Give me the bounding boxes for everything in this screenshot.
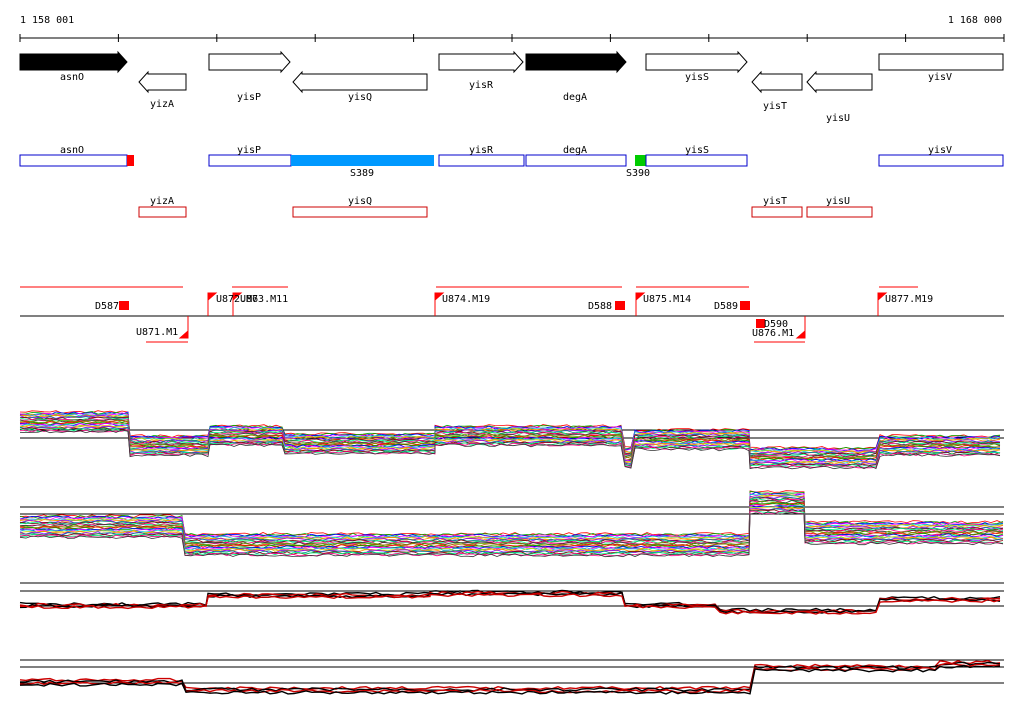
gene-arrow-yisS[interactable] xyxy=(645,50,748,74)
profile-line xyxy=(20,593,1001,615)
profile-line xyxy=(19,490,1004,536)
feature-label-U877: U877.M19 xyxy=(885,294,933,305)
box-label-yisR: yisR xyxy=(469,145,494,156)
profile-line xyxy=(19,417,1001,458)
terminator-marker xyxy=(756,319,765,328)
gene-label-yisQ: yisQ xyxy=(348,92,372,103)
gene-label-yisV: yisV xyxy=(928,72,952,83)
promoter-flag-reverse xyxy=(795,316,806,339)
profile-line xyxy=(19,423,1001,463)
forward-box-yisR xyxy=(438,154,525,167)
gene-arrow-yisQ[interactable] xyxy=(292,70,428,94)
expression-profile-forward-all xyxy=(19,410,1004,470)
expression-profile-reverse-all xyxy=(19,490,1004,558)
profile-line xyxy=(19,415,1001,455)
box-label-degA: degA xyxy=(563,145,587,156)
terminator-marker xyxy=(615,301,625,310)
promoter-flag xyxy=(877,292,888,316)
feature-label-D589: D589 xyxy=(714,301,738,312)
reverse-box-yizA xyxy=(138,206,187,218)
reverse-box-yisQ xyxy=(292,206,428,218)
gene-arrow-asnO[interactable] xyxy=(19,50,128,74)
profile-line xyxy=(19,425,1001,465)
box-label-yisP: yisP xyxy=(237,145,261,156)
rbox-label-yizA: yizA xyxy=(150,196,174,207)
terminator-marker xyxy=(119,301,129,310)
profile-line xyxy=(19,590,1001,614)
promoter-flag xyxy=(635,292,646,316)
rbox-label-yisT: yisT xyxy=(763,196,787,207)
forward-box-yisV xyxy=(878,154,1004,167)
feature-label-D588: D588 xyxy=(588,301,612,312)
forward-box-degA xyxy=(525,154,627,167)
profile-line xyxy=(19,506,1003,552)
feature-label-U872: U872.M6 xyxy=(216,294,258,305)
gene-arrow-yizA[interactable] xyxy=(138,70,187,94)
marker-red-square xyxy=(127,155,134,166)
feature-label-U873: U873.M11 xyxy=(240,294,288,305)
feature-label-U874: U874.M19 xyxy=(442,294,490,305)
gene-arrow-labels: asnO yizA yisP yisQ yisR degA yisS yisT … xyxy=(60,72,952,124)
reverse-box-yisT xyxy=(751,206,803,218)
expression-profile-reverse-summary xyxy=(19,659,1004,695)
forward-gene-boxes: asnO yisP yisR degA yisS yisV S389 S390 xyxy=(19,145,1004,179)
feature-label-D590: D590 xyxy=(764,319,788,330)
box-label-yisS: yisS xyxy=(685,145,709,156)
rbox-label-yisU: yisU xyxy=(826,196,850,207)
ruler-start-label: 1 158 001 xyxy=(20,15,74,26)
position-ruler: 1 158 001 1 168 000 xyxy=(19,15,1005,42)
segment-label-S389: S389 xyxy=(350,168,374,179)
gene-label-yisP: yisP xyxy=(237,92,261,103)
box-label-yisV: yisV xyxy=(928,145,952,156)
profile-line xyxy=(19,659,1001,691)
gene-arrow-track xyxy=(19,50,1004,94)
gene-label-yisR: yisR xyxy=(469,80,494,91)
promoter-flag xyxy=(434,292,445,316)
terminator-marker xyxy=(740,301,750,310)
forward-box-asnO xyxy=(19,154,128,167)
feature-label-U875: U875.M14 xyxy=(643,294,691,305)
gene-arrow-yisT[interactable] xyxy=(751,70,803,94)
promoter-flag-reverse xyxy=(178,316,189,339)
forward-box-yisS xyxy=(645,154,748,167)
reverse-box-yisU xyxy=(806,206,873,218)
gene-arrow-degA[interactable] xyxy=(525,50,627,74)
box-label-asnO: asnO xyxy=(60,145,84,156)
feature-label-U876: U876.M1 xyxy=(752,328,794,339)
feature-label-U871: U871.M1 xyxy=(136,327,178,338)
segment-S390-marker xyxy=(635,155,646,166)
reverse-gene-boxes: yizA yisQ yisT yisU xyxy=(138,196,873,218)
gene-arrow-yisU[interactable] xyxy=(806,70,873,94)
gene-arrow-yisR[interactable] xyxy=(438,50,524,74)
segment-label-S390: S390 xyxy=(626,168,650,179)
gene-label-yisU: yisU xyxy=(826,113,850,124)
promoter-flag xyxy=(207,292,218,316)
gene-label-yizA: yizA xyxy=(150,99,174,110)
gene-arrow-yisP[interactable] xyxy=(208,50,291,74)
forward-box-yisP xyxy=(208,154,292,167)
profile-line xyxy=(19,511,1004,558)
ruler-ticks xyxy=(19,34,1005,42)
profile-line xyxy=(19,661,1001,692)
profile-line xyxy=(19,664,1001,695)
promoter-flag xyxy=(232,292,243,316)
profile-line xyxy=(19,429,1001,470)
gene-label-yisS: yisS xyxy=(685,72,709,83)
gene-label-asnO: asnO xyxy=(60,72,84,83)
expression-profile-forward-summary xyxy=(19,582,1004,615)
gene-label-degA: degA xyxy=(563,92,587,103)
segment-S389-bar xyxy=(291,155,434,166)
gene-arrow-yisV[interactable] xyxy=(878,53,1004,71)
feature-track: D587 U872.M6 U873.M11 U874.M19 D588 U875… xyxy=(20,286,1004,343)
gene-label-yisT: yisT xyxy=(763,101,787,112)
rbox-label-yisQ: yisQ xyxy=(348,196,372,207)
ruler-end-label: 1 168 000 xyxy=(948,15,1002,26)
feature-label-D587: D587 xyxy=(95,301,119,312)
